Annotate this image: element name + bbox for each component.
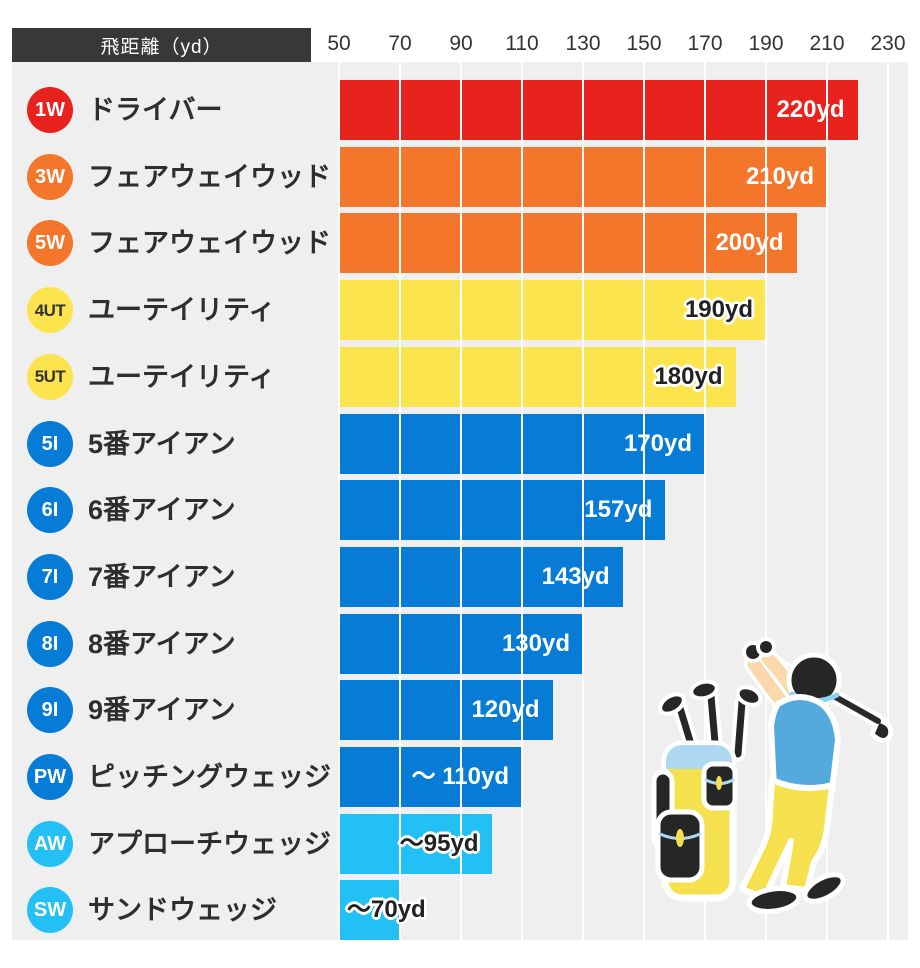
club-name-label: フェアウェイウッド <box>88 161 331 192</box>
distance-value-label: 180yd <box>654 362 723 390</box>
gridline <box>887 62 889 940</box>
distance-value-label: 170yd <box>623 429 692 457</box>
club-name-label: サンドウェッジ <box>88 895 277 926</box>
gridline <box>704 62 706 940</box>
distance-bar <box>339 813 492 874</box>
distance-value-label: ～95yd <box>399 829 479 857</box>
axis-tick-label: 230 <box>870 32 906 55</box>
gridline <box>765 62 767 940</box>
club-badge: 3W <box>27 153 73 200</box>
gridline <box>826 62 828 940</box>
distance-bar <box>339 80 858 140</box>
golfer-icon <box>739 637 894 914</box>
club-badge-label: 9I <box>41 699 59 722</box>
club-name-label: 6番アイアン <box>88 495 236 526</box>
distance-value-label: ～ 110yd <box>411 763 509 790</box>
club-badge: 9I <box>27 687 73 734</box>
distance-bar <box>339 280 766 341</box>
club-name-label: ユーテイリティ <box>88 295 276 326</box>
club-badge: SW <box>27 887 73 934</box>
club-badge: 4UT <box>27 287 73 334</box>
distance-value-label: 143yd <box>541 562 610 590</box>
axis-tick-label: 50 <box>327 32 351 55</box>
distance-value-label: 210yd <box>745 162 814 190</box>
club-badge-label: 3W <box>35 165 65 188</box>
club-name-label: 9番アイアン <box>88 695 236 726</box>
distance-bar <box>339 346 736 407</box>
club-badge: AW <box>27 820 73 867</box>
club-badge: 6I <box>27 487 73 534</box>
distance-value-label: 220yd <box>776 96 845 123</box>
club-badge-label: 8I <box>41 632 59 655</box>
club-name-label: 8番アイアン <box>88 628 236 659</box>
gridline <box>399 62 401 940</box>
club-badge-label: AW <box>33 832 67 855</box>
club-badge-label: 4UT <box>34 300 66 320</box>
axis-tick-label: 150 <box>626 32 662 55</box>
club-badge: 5I <box>27 420 73 467</box>
gridline <box>521 62 523 940</box>
club-badge-label: PW <box>33 766 67 788</box>
distance-value-label: ～70yd <box>347 896 426 924</box>
distance-bar <box>339 880 400 941</box>
chart-header: 飛距離（yd） <box>12 28 311 62</box>
distance-bar <box>339 546 623 607</box>
axis-tick-label: 90 <box>449 32 473 55</box>
distance-value-label: 190yd <box>684 296 753 324</box>
axis-tick-label: 170 <box>687 32 723 55</box>
distance-bar <box>339 747 522 807</box>
golf-bag-icon <box>651 679 763 902</box>
axis-tick-label: 110 <box>505 32 539 55</box>
club-name-label: ドライバー <box>88 95 223 125</box>
distance-bar <box>339 680 553 741</box>
club-badge-label: SW <box>33 899 67 922</box>
club-name-label: 5番アイアン <box>88 428 236 459</box>
golfer-illustration <box>651 637 894 914</box>
club-badge: 5W <box>27 220 73 267</box>
club-badge: 7I <box>27 553 73 600</box>
chart-title: 飛距離（yd） <box>100 36 223 58</box>
club-badge-label: 1W <box>35 99 65 121</box>
club-badge-label: 6I <box>41 499 59 522</box>
club-badge-label: 5UT <box>34 367 66 387</box>
axis-tick-label: 130 <box>565 32 601 55</box>
club-name-label: ユーテイリティ <box>88 361 276 392</box>
gridline <box>460 62 462 940</box>
distance-bar <box>339 213 797 274</box>
club-badge: PW <box>27 754 73 800</box>
distance-bar <box>339 480 666 541</box>
axis-tick-label: 210 <box>809 32 845 55</box>
distance-value-label: 157yd <box>584 496 653 524</box>
club-badge-label: 5W <box>35 232 65 255</box>
club-badge-label: 5I <box>41 432 59 455</box>
club-name-label: フェアウェイウッド <box>88 228 331 259</box>
distance-value-label: 130yd <box>501 629 570 657</box>
club-badge: 1W <box>27 87 73 133</box>
distance-value-label: 200yd <box>715 229 784 257</box>
gridline <box>582 62 584 940</box>
club-name-label: アプローチウェッジ <box>88 828 331 859</box>
club-name-label: 7番アイアン <box>88 561 236 592</box>
axis-tick-label: 190 <box>748 32 784 55</box>
club-badge: 5UT <box>27 353 73 400</box>
gridline <box>338 62 340 940</box>
club-name-label: ピッチングウェッジ <box>88 762 331 792</box>
gridline <box>643 62 645 940</box>
axis-tick-label: 70 <box>388 32 412 55</box>
club-badge-label: 7I <box>41 565 59 588</box>
distance-value-label: 120yd <box>471 696 540 724</box>
club-badge: 8I <box>27 620 73 667</box>
